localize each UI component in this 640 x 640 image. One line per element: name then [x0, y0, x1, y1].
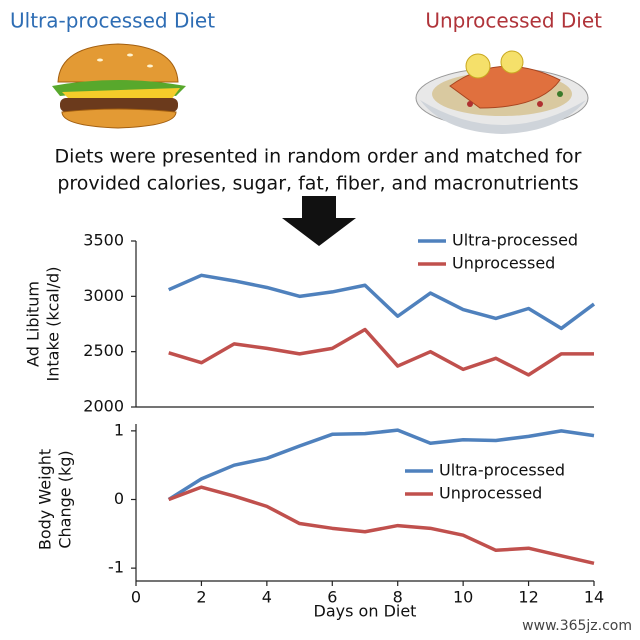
legend-label: Unprocessed — [452, 254, 555, 273]
down-arrow — [282, 196, 356, 246]
y-tick-label: 1 — [114, 420, 124, 439]
x-axis-label: Days on Diet — [314, 602, 417, 621]
x-tick-label: 6 — [327, 588, 337, 607]
watermark: www.365jz.com — [522, 618, 632, 634]
y-tick-label: 2500 — [83, 341, 124, 360]
left-title: Ultra-processed Diet — [10, 9, 215, 33]
x-tick-label: 2 — [196, 588, 206, 607]
y-axis-label-line: Change (kg) — [56, 450, 75, 548]
y-axis-label-line: Ad Libitum — [24, 281, 43, 367]
y-axis-label: Ad Libitum Intake (kcal/d) — [24, 267, 63, 382]
y-axis-label-line: Intake (kcal/d) — [44, 267, 63, 382]
x-tick-label: 4 — [262, 588, 272, 607]
description-line: provided calories, sugar, fat, fiber, an… — [57, 173, 578, 195]
line-series — [168, 273, 596, 331]
y-axis-label-line: Body Weight — [36, 449, 55, 550]
x-tick-label: 14 — [584, 588, 604, 607]
salmon-dish-icon — [415, 50, 589, 134]
line-series — [168, 485, 595, 566]
burger-icon — [52, 43, 186, 129]
y-tick-label: -1 — [108, 558, 124, 577]
y-tick-label: 0 — [114, 489, 124, 508]
y-tick-label: 3500 — [83, 231, 124, 250]
x-tick-label: 8 — [393, 588, 403, 607]
y-tick-label: 2000 — [83, 397, 124, 416]
y-tick-label: 3000 — [83, 286, 124, 305]
y-axis-label: Body Weight Change (kg) — [36, 449, 75, 550]
x-tick-label: 0 — [131, 588, 141, 607]
legend-label: Ultra-processed — [452, 231, 578, 250]
x-tick-label: 12 — [518, 588, 538, 607]
legend-label: Unprocessed — [439, 484, 542, 503]
line-series — [167, 428, 595, 501]
x-tick-label: 10 — [453, 588, 473, 607]
description-line: Diets were presented in random order and… — [55, 146, 582, 168]
line-series — [168, 327, 594, 377]
legend-label: Ultra-processed — [439, 461, 565, 480]
right-title: Unprocessed Diet — [425, 9, 602, 33]
